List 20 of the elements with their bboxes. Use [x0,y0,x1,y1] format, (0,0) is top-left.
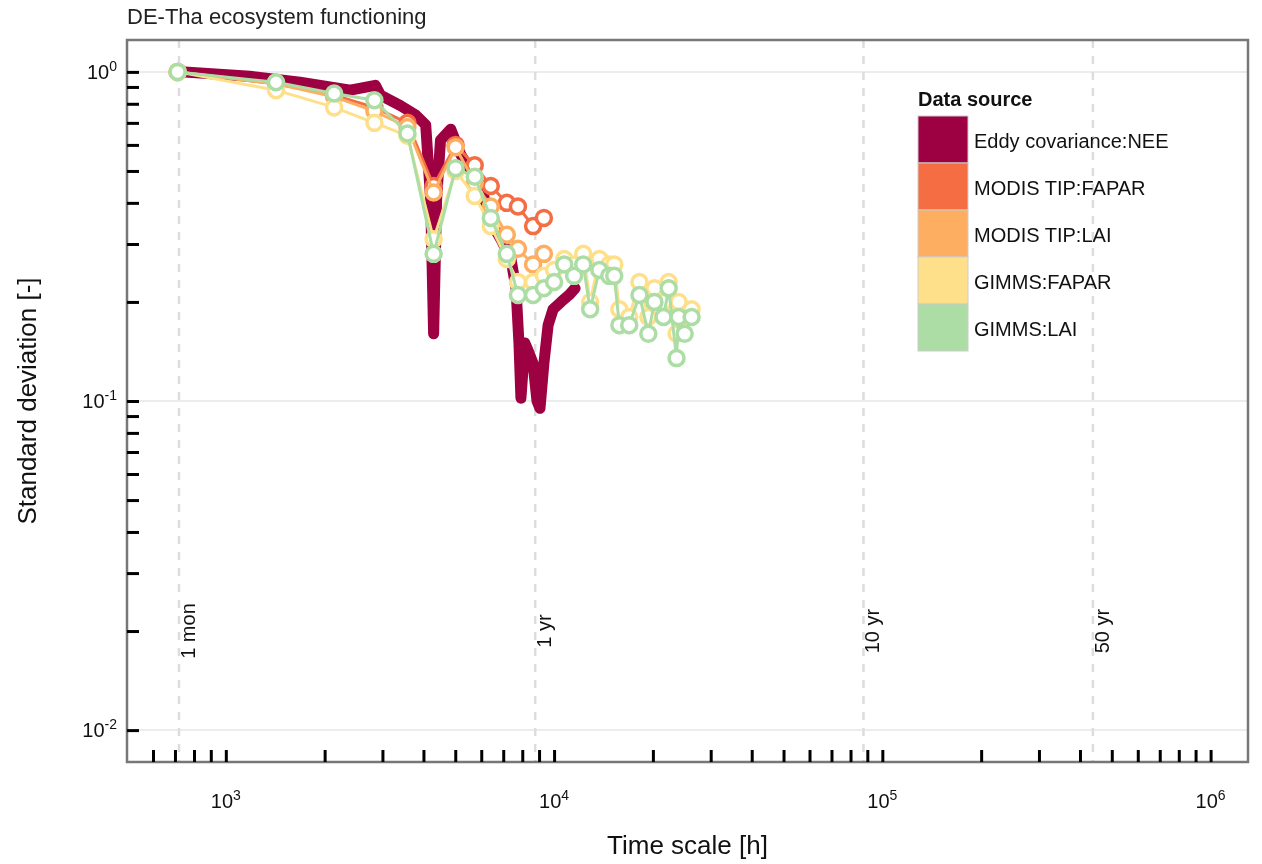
ref-line-label: 50 yr [1090,608,1113,654]
y-axis-title: Standard deviation [-] [12,277,42,525]
x-tick-label: 10$^{6}$ [1195,787,1226,812]
y-tick-label: 10$^{-1}$ [82,387,118,412]
ref-line-label: 10 yr [861,608,884,654]
legend-label: MODIS TIP:FAPAR [974,177,1146,199]
chart-title: DE-Tha ecosystem functioning [127,4,427,29]
x-tick-label: 10$^{3}$ [210,787,242,812]
x-tick-label: 10$^{5}$ [867,787,898,812]
y-tick-label: 10$^{-2}$ [82,716,118,742]
x-tick-label: 10$^{4}$ [539,787,570,812]
ref-line-label: 1 yr [533,614,556,648]
ref-line-label: 1 mon [176,603,199,659]
legend-title: Data source [918,88,1033,110]
x-axis-title: Time scale [h] [607,830,768,860]
legend-label: GIMMS:LAI [974,318,1078,340]
y-tick-label: 10$^{0}$ [86,57,118,83]
legend-label: GIMMS:FAPAR [974,271,1112,293]
legend-label: Eddy covariance:NEE [974,130,1169,152]
legend-label: MODIS TIP:LAI [974,224,1112,246]
